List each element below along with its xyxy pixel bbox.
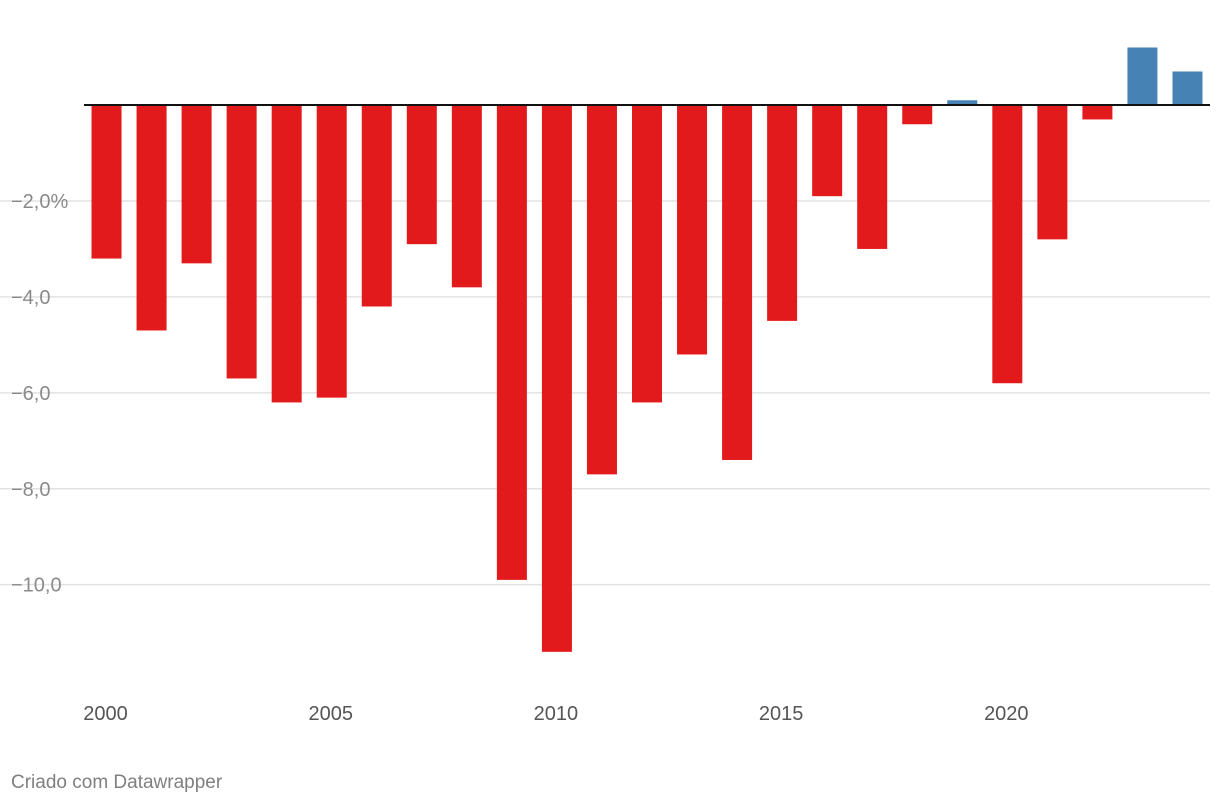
bar-2015 [767, 105, 798, 321]
bar-2016 [812, 105, 843, 197]
y-tick-label: −6,0 [11, 383, 50, 405]
bar-2019 [947, 100, 978, 106]
bar-2003 [226, 105, 257, 379]
bar-2023 [1127, 47, 1158, 106]
bar-2000 [91, 105, 122, 259]
bar-2001 [136, 105, 167, 331]
bars [91, 47, 1203, 652]
bar-2022 [1082, 105, 1113, 120]
bar-2006 [361, 105, 392, 307]
x-tick-labels: 2000 2005 2010 2015 2020 [83, 703, 1028, 725]
x-tick-label: 2005 [308, 703, 353, 725]
bar-2004 [271, 105, 302, 403]
x-tick-label: 2020 [984, 703, 1029, 725]
bar-2009 [496, 105, 527, 580]
bar-2013 [677, 105, 708, 355]
bar-2005 [316, 105, 347, 398]
bar-2021 [1037, 105, 1068, 240]
x-tick-label: 2010 [534, 703, 579, 725]
bar-2010 [541, 105, 572, 652]
y-tick-label: −2,0% [11, 191, 68, 213]
y-tick-label: −4,0 [11, 287, 50, 309]
bar-2017 [857, 105, 888, 249]
y-tick-label: −10,0 [11, 575, 62, 597]
bar-2011 [586, 105, 617, 475]
x-tick-label: 2015 [759, 703, 804, 725]
bar-2008 [451, 105, 482, 288]
y-tick-label: −8,0 [11, 479, 50, 501]
bar-2014 [722, 105, 753, 460]
x-tick-label: 2000 [83, 703, 128, 725]
bar-chart: −2,0%−4,0−6,0−8,0−10,0 2000 2005 2010 2015 2… [0, 47, 1210, 725]
footer-credit: Criado com Datawrapper [11, 772, 223, 793]
y-tick-labels: −2,0% −4,0 −6,0 −8,0 −10,0 [11, 191, 68, 597]
bar-2002 [181, 105, 212, 264]
bar-2018 [902, 105, 933, 125]
bar-2020 [992, 105, 1023, 384]
bar-2024 [1172, 71, 1203, 106]
bar-2007 [406, 105, 437, 245]
bar-2012 [632, 105, 662, 403]
